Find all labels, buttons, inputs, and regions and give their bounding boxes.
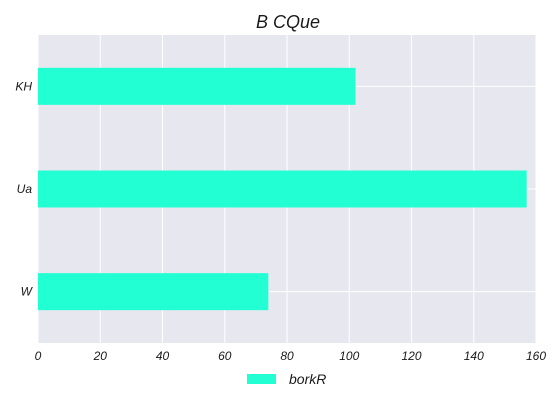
bar-ua — [38, 170, 527, 208]
y-tick-labels: KH Ua W — [15, 79, 33, 298]
legend-label: borkR — [289, 371, 326, 387]
x-tick-label: 80 — [280, 349, 294, 363]
y-tick-label: W — [21, 285, 34, 299]
x-tick-label: 40 — [156, 349, 170, 363]
x-tick-label: 140 — [464, 349, 484, 363]
y-tick-label: KH — [15, 79, 32, 93]
x-tick-label: 20 — [93, 349, 108, 363]
x-tick-labels: 0 20 40 60 80 100 120 140 160 — [35, 349, 547, 363]
bar-w — [38, 273, 269, 311]
bars — [38, 67, 527, 311]
legend: borkR — [247, 371, 326, 387]
chart-title: B CQue — [256, 12, 320, 32]
legend-swatch — [247, 374, 276, 384]
x-tick-label: 120 — [401, 349, 421, 363]
bar-kh — [38, 67, 356, 105]
x-tick-label: 100 — [339, 349, 359, 363]
x-tick-label: 60 — [218, 349, 232, 363]
x-tick-label: 160 — [526, 349, 546, 363]
y-tick-label: Ua — [17, 182, 33, 196]
x-tick-label: 0 — [35, 349, 42, 363]
